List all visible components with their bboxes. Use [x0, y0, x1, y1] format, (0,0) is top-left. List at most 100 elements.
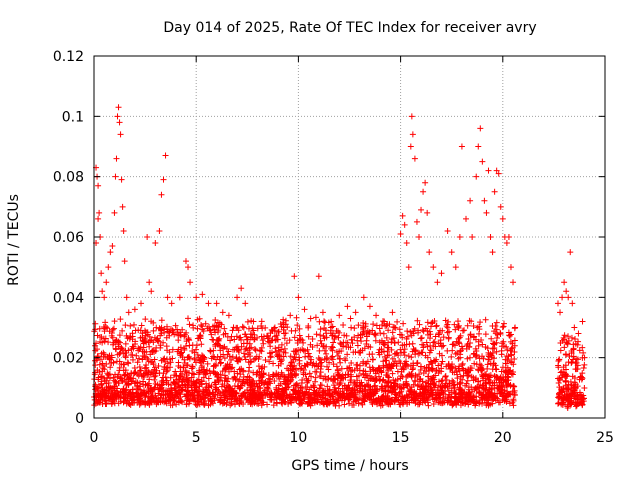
y-axis-label: ROTI / TECUs — [6, 194, 22, 286]
data-point-3590 — [422, 179, 429, 186]
data-point-2505 — [377, 397, 384, 404]
data-point-3216 — [482, 379, 489, 386]
data-point-1964 — [466, 354, 473, 361]
data-point-3325 — [581, 361, 588, 368]
data-point-3205 — [135, 327, 142, 334]
data-point-3534 — [146, 279, 153, 286]
data-point-3131 — [132, 340, 139, 347]
data-point-3179 — [287, 362, 294, 369]
data-point-3608 — [481, 197, 488, 204]
data-point-3066 — [398, 332, 405, 339]
data-point-783 — [228, 400, 235, 407]
data-point-2856 — [502, 393, 509, 400]
data-point-2503 — [325, 375, 332, 382]
data-point-2971 — [218, 383, 225, 390]
data-point-25 — [324, 383, 331, 390]
data-point-3383 — [561, 344, 568, 351]
data-point-3247 — [240, 368, 247, 375]
data-point-3586 — [413, 218, 420, 225]
data-point-2551 — [494, 331, 501, 338]
data-point-2958 — [167, 390, 174, 397]
data-point-1881 — [509, 399, 516, 406]
data-point-303 — [205, 375, 212, 382]
data-point-3276 — [509, 388, 516, 395]
data-point-2952 — [416, 392, 423, 399]
data-point-183 — [471, 360, 478, 367]
data-point-2174 — [369, 364, 376, 371]
data-point-3490 — [576, 347, 583, 354]
data-point-534 — [224, 378, 231, 385]
data-point-447 — [294, 322, 301, 329]
data-point-961 — [266, 358, 273, 365]
data-point-3130 — [97, 390, 104, 397]
data-point-2421 — [410, 330, 417, 337]
data-point-1830 — [206, 327, 213, 334]
data-point-2675 — [229, 353, 236, 360]
data-point-3037 — [213, 384, 220, 391]
data-point-2484 — [140, 344, 147, 351]
data-point-2538 — [205, 384, 212, 391]
data-point-1816 — [127, 322, 134, 329]
data-point-2842 — [381, 353, 388, 360]
data-point-2009 — [150, 319, 157, 326]
data-point-3271 — [338, 348, 345, 355]
data-point-2818 — [163, 343, 170, 350]
data-point-790 — [388, 346, 395, 353]
data-point-2977 — [428, 365, 435, 372]
data-point-1569 — [371, 331, 378, 338]
data-point-3172 — [457, 395, 464, 402]
data-point-3450 — [572, 393, 579, 400]
data-point-2609 — [336, 402, 343, 409]
data-point-3442 — [555, 394, 562, 401]
data-point-3291 — [335, 385, 342, 392]
data-point-1213 — [271, 378, 278, 385]
data-point-3376 — [561, 332, 568, 339]
data-point-3434 — [569, 391, 576, 398]
data-point-1675 — [105, 371, 112, 378]
data-point-2833 — [274, 353, 281, 360]
data-point-76 — [372, 337, 379, 344]
data-point-3554 — [238, 285, 245, 292]
data-point-2891 — [186, 355, 193, 362]
data-point-3479 — [558, 385, 565, 392]
data-point-3255 — [142, 316, 149, 323]
data-point-2992 — [243, 376, 250, 383]
data-point-1132 — [416, 376, 423, 383]
data-point-3212 — [449, 401, 456, 408]
data-point-3263 — [186, 321, 193, 328]
data-point-588 — [211, 354, 218, 361]
data-point-920 — [199, 323, 206, 330]
data-point-2803 — [98, 380, 105, 387]
data-point-1500 — [375, 373, 382, 380]
data-point-2968 — [338, 365, 345, 372]
data-point-3495 — [562, 351, 569, 358]
data-point-2518 — [92, 342, 99, 349]
data-point-845 — [353, 382, 360, 389]
data-point-1927 — [322, 319, 329, 326]
data-point-2553 — [444, 383, 451, 390]
data-point-3058 — [101, 366, 108, 373]
data-point-3435 — [556, 377, 563, 384]
data-point-2902 — [498, 386, 505, 393]
data-point-2722 — [166, 329, 173, 336]
data-point-2632 — [470, 334, 477, 341]
data-point-348 — [251, 345, 258, 352]
data-point-3577 — [397, 230, 404, 237]
data-point-2390 — [200, 353, 207, 360]
data-point-1318 — [455, 324, 462, 331]
data-point-2436 — [374, 368, 381, 375]
data-point-3278 — [246, 397, 253, 404]
data-point-3239 — [380, 348, 387, 355]
data-point-551 — [137, 386, 144, 393]
data-point-753 — [425, 402, 432, 409]
data-point-2500 — [311, 384, 318, 391]
data-point-2261 — [181, 360, 188, 367]
data-point-3088 — [335, 352, 342, 359]
data-point-2828 — [226, 353, 233, 360]
data-point-3004 — [371, 390, 378, 397]
data-point-2982 — [122, 354, 129, 361]
data-point-1364 — [194, 392, 201, 399]
data-point-3127 — [463, 380, 470, 387]
data-point-3217 — [399, 373, 406, 380]
data-point-2757 — [287, 353, 294, 360]
